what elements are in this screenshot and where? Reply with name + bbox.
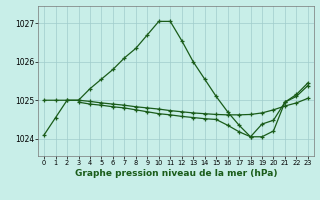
X-axis label: Graphe pression niveau de la mer (hPa): Graphe pression niveau de la mer (hPa) (75, 169, 277, 178)
